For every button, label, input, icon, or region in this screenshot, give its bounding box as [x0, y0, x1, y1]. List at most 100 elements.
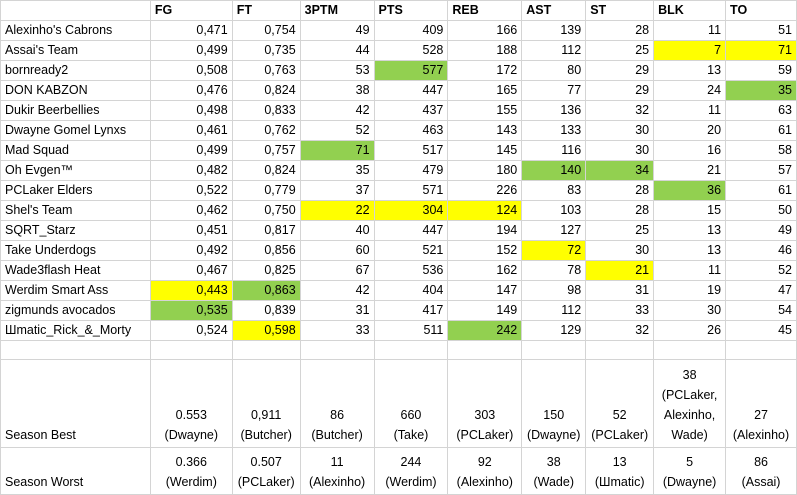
stat-cell-fg[interactable]: 0,461 — [149, 120, 233, 141]
season-worst-cell-ft[interactable]: 0.507 (PCLaker) — [231, 447, 301, 495]
stat-cell-reb[interactable]: 166 — [447, 20, 523, 41]
stat-cell-to[interactable]: 46 — [725, 240, 797, 261]
stat-cell-st[interactable]: 25 — [585, 40, 655, 61]
header-cell-reb[interactable]: REB — [447, 0, 523, 21]
stat-cell-pts[interactable]: 521 — [373, 240, 449, 261]
stat-cell-3ptm[interactable]: 49 — [299, 20, 375, 41]
season-worst-cell-blk[interactable]: 5 (Dwayne) — [653, 447, 727, 495]
stat-cell-pts[interactable]: 479 — [373, 160, 449, 181]
stat-cell-ft[interactable]: 0,779 — [231, 180, 301, 201]
stat-cell-ft[interactable]: 0,763 — [231, 60, 301, 81]
stat-cell-ast[interactable]: 98 — [521, 280, 587, 301]
stat-cell-reb[interactable]: 172 — [447, 60, 523, 81]
blank-cell[interactable] — [725, 340, 797, 360]
stat-cell-reb[interactable]: 165 — [447, 80, 523, 101]
stat-cell-ft[interactable]: 0,754 — [231, 20, 301, 41]
stat-cell-ft[interactable]: 0,598 — [231, 320, 301, 341]
stat-cell-st[interactable]: 28 — [585, 20, 655, 41]
stat-cell-blk[interactable]: 24 — [653, 80, 727, 101]
stat-cell-st[interactable]: 32 — [585, 100, 655, 121]
stat-cell-pts[interactable]: 517 — [373, 140, 449, 161]
stat-cell-blk[interactable]: 11 — [653, 260, 727, 281]
team-name-cell[interactable]: Alexinho's Cabrons — [0, 20, 151, 41]
blank-cell[interactable] — [521, 340, 587, 360]
stat-cell-3ptm[interactable]: 52 — [299, 120, 375, 141]
stat-cell-fg[interactable]: 0,524 — [149, 320, 233, 341]
team-name-cell[interactable]: bornready2 — [0, 60, 151, 81]
blank-cell[interactable] — [149, 340, 233, 360]
header-cell-3ptm[interactable]: 3PTM — [299, 0, 375, 21]
stat-cell-3ptm[interactable]: 60 — [299, 240, 375, 261]
header-cell-st[interactable]: ST — [585, 0, 655, 21]
stat-cell-fg[interactable]: 0,467 — [149, 260, 233, 281]
stat-cell-ast[interactable]: 78 — [521, 260, 587, 281]
stat-cell-3ptm[interactable]: 35 — [299, 160, 375, 181]
stat-cell-blk[interactable]: 7 — [653, 40, 727, 61]
team-name-cell[interactable]: SQRT_Starz — [0, 220, 151, 241]
stat-cell-ft[interactable]: 0,833 — [231, 100, 301, 121]
team-name-cell[interactable]: Dukir Beerbellies — [0, 100, 151, 121]
stat-cell-pts[interactable]: 528 — [373, 40, 449, 61]
stat-cell-fg[interactable]: 0,443 — [149, 280, 233, 301]
stat-cell-pts[interactable]: 577 — [373, 60, 449, 81]
stat-cell-st[interactable]: 34 — [585, 160, 655, 181]
stat-cell-fg[interactable]: 0,451 — [149, 220, 233, 241]
stat-cell-to[interactable]: 35 — [725, 80, 797, 101]
team-name-cell[interactable]: Dwayne Gomel Lynxs — [0, 120, 151, 141]
stat-cell-to[interactable]: 57 — [725, 160, 797, 181]
stat-cell-st[interactable]: 31 — [585, 280, 655, 301]
season-best-cell-reb[interactable]: 303 (PCLaker) — [447, 359, 523, 448]
stat-cell-3ptm[interactable]: 40 — [299, 220, 375, 241]
stat-cell-ft[interactable]: 0,824 — [231, 160, 301, 181]
stat-cell-st[interactable]: 29 — [585, 60, 655, 81]
stat-cell-to[interactable]: 63 — [725, 100, 797, 121]
stat-cell-ast[interactable]: 77 — [521, 80, 587, 101]
header-cell-blk[interactable]: BLK — [653, 0, 727, 21]
blank-cell[interactable] — [585, 340, 655, 360]
stat-cell-ft[interactable]: 0,839 — [231, 300, 301, 321]
stat-cell-ast[interactable]: 129 — [521, 320, 587, 341]
stat-cell-pts[interactable]: 571 — [373, 180, 449, 201]
stat-cell-blk[interactable]: 26 — [653, 320, 727, 341]
stat-cell-fg[interactable]: 0,476 — [149, 80, 233, 101]
stat-cell-pts[interactable]: 536 — [373, 260, 449, 281]
stat-cell-ast[interactable]: 139 — [521, 20, 587, 41]
header-cell-ast[interactable]: AST — [521, 0, 587, 21]
stat-cell-ft[interactable]: 0,824 — [231, 80, 301, 101]
stat-cell-3ptm[interactable]: 31 — [299, 300, 375, 321]
season-worst-cell-pts[interactable]: 244 (Werdim) — [373, 447, 449, 495]
stat-cell-ast[interactable]: 112 — [521, 40, 587, 61]
stat-cell-to[interactable]: 49 — [725, 220, 797, 241]
stat-cell-ft[interactable]: 0,750 — [231, 200, 301, 221]
stat-cell-to[interactable]: 54 — [725, 300, 797, 321]
season-worst-cell-to[interactable]: 86 (Assai) — [725, 447, 797, 495]
stat-cell-to[interactable]: 71 — [725, 40, 797, 61]
stat-cell-reb[interactable]: 194 — [447, 220, 523, 241]
stat-cell-fg[interactable]: 0,462 — [149, 200, 233, 221]
stat-cell-blk[interactable]: 16 — [653, 140, 727, 161]
stat-cell-to[interactable]: 61 — [725, 180, 797, 201]
header-cell-ft[interactable]: FT — [231, 0, 301, 21]
stat-cell-pts[interactable]: 417 — [373, 300, 449, 321]
header-cell-to[interactable]: TO — [725, 0, 797, 21]
stat-cell-ast[interactable]: 103 — [521, 200, 587, 221]
season-best-cell-ast[interactable]: 150 (Dwayne) — [521, 359, 587, 448]
stat-cell-reb[interactable]: 124 — [447, 200, 523, 221]
team-name-cell[interactable]: Shel's Team — [0, 200, 151, 221]
stat-cell-3ptm[interactable]: 44 — [299, 40, 375, 61]
stat-cell-pts[interactable]: 447 — [373, 220, 449, 241]
team-name-cell[interactable]: Werdim Smart Ass — [0, 280, 151, 301]
stat-cell-blk[interactable]: 13 — [653, 220, 727, 241]
season-worst-cell-ast[interactable]: 38 (Wade) — [521, 447, 587, 495]
stat-cell-3ptm[interactable]: 71 — [299, 140, 375, 161]
stat-cell-reb[interactable]: 143 — [447, 120, 523, 141]
stat-cell-pts[interactable]: 463 — [373, 120, 449, 141]
team-name-cell[interactable]: DON KABZON — [0, 80, 151, 101]
stat-cell-st[interactable]: 30 — [585, 240, 655, 261]
stat-cell-reb[interactable]: 180 — [447, 160, 523, 181]
stat-cell-blk[interactable]: 20 — [653, 120, 727, 141]
stat-cell-fg[interactable]: 0,482 — [149, 160, 233, 181]
team-name-cell[interactable]: Шmatic_Rick_&_Morty — [0, 320, 151, 341]
stat-cell-3ptm[interactable]: 22 — [299, 200, 375, 221]
stat-cell-ast[interactable]: 112 — [521, 300, 587, 321]
